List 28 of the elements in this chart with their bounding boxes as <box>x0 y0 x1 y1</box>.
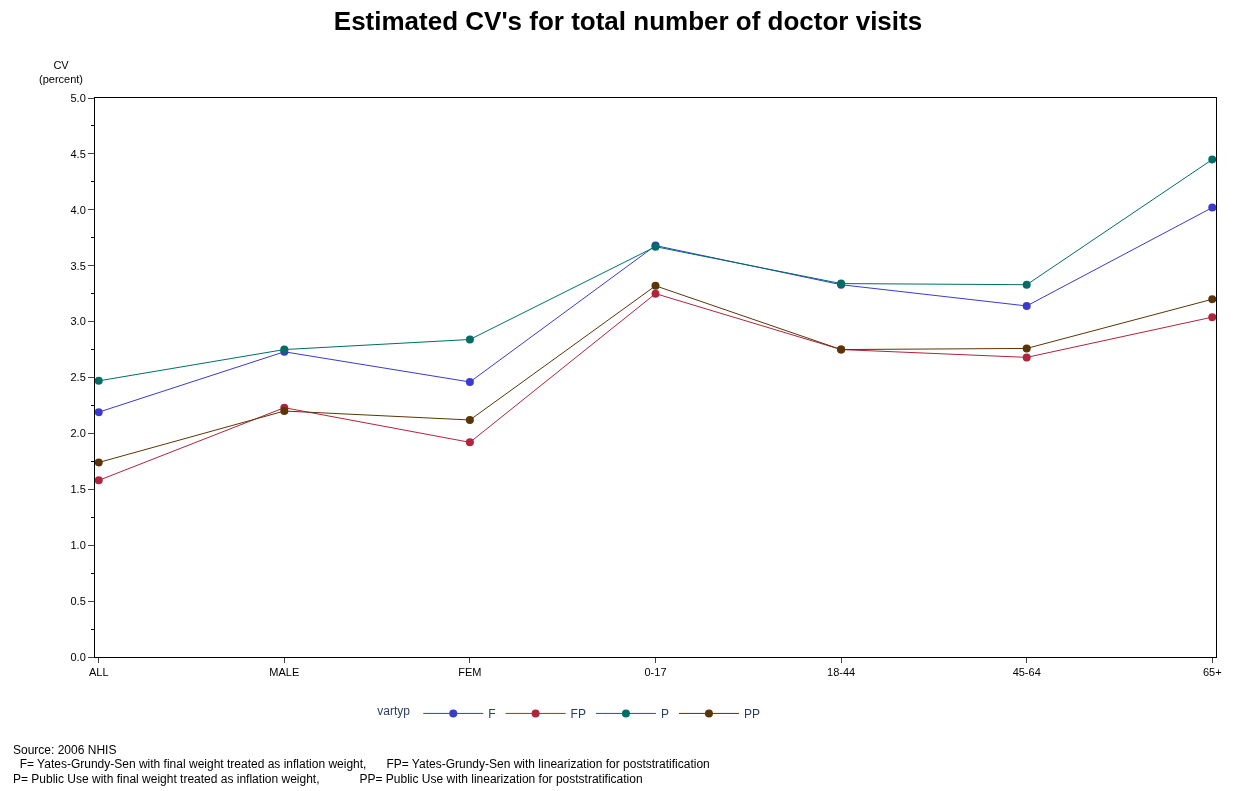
y-tick-label: 0.5 <box>70 594 86 607</box>
y-tick-label: 4.5 <box>70 147 86 160</box>
x-tick-label: ALL <box>88 666 109 679</box>
y-tick-label: 0.0 <box>70 650 86 663</box>
text: P= Public Use with final weight treated as inflation weight, PP= Public Use with linearization for poststratification <box>13 772 643 786</box>
y-tick-label: 2.5 <box>70 371 86 384</box>
x-tick-label: 0-17 <box>644 666 667 679</box>
legend-title: vartyp <box>377 703 411 718</box>
x-tick-label: 45-64 <box>1012 666 1041 679</box>
y-axis-title: CV (percent) <box>39 59 84 86</box>
y-tick-label: 5.0 <box>70 91 86 104</box>
y-tick-label: 3.0 <box>70 315 86 328</box>
text: F= Yates-Grundy-Sen with final weight treated as inflation weight, FP= Yates-Grundy-Sen with linearization for poststratification <box>13 757 710 771</box>
y-tick-label: 2.0 <box>70 427 86 440</box>
x-tick-label: 18-44 <box>827 666 856 679</box>
chart-title: Estimated CV's for total number of doctor visits <box>333 6 923 37</box>
y-tick-label: 1.5 <box>70 483 86 496</box>
y-tick-label: 4.0 <box>70 203 86 216</box>
legend-label: F <box>488 707 496 722</box>
legend-label: PP <box>743 707 760 722</box>
legend-label: FP <box>570 707 586 722</box>
x-tick-label: 65+ <box>1202 666 1222 679</box>
y-tick-label: 1.0 <box>70 539 86 552</box>
x-tick-label: FEM <box>458 666 482 679</box>
legend-label: P <box>660 707 669 722</box>
source-note: Source: 2006 NHIS <box>13 743 117 757</box>
x-tick-label: MALE <box>269 666 300 679</box>
y-tick-label: 3.5 <box>70 259 86 272</box>
